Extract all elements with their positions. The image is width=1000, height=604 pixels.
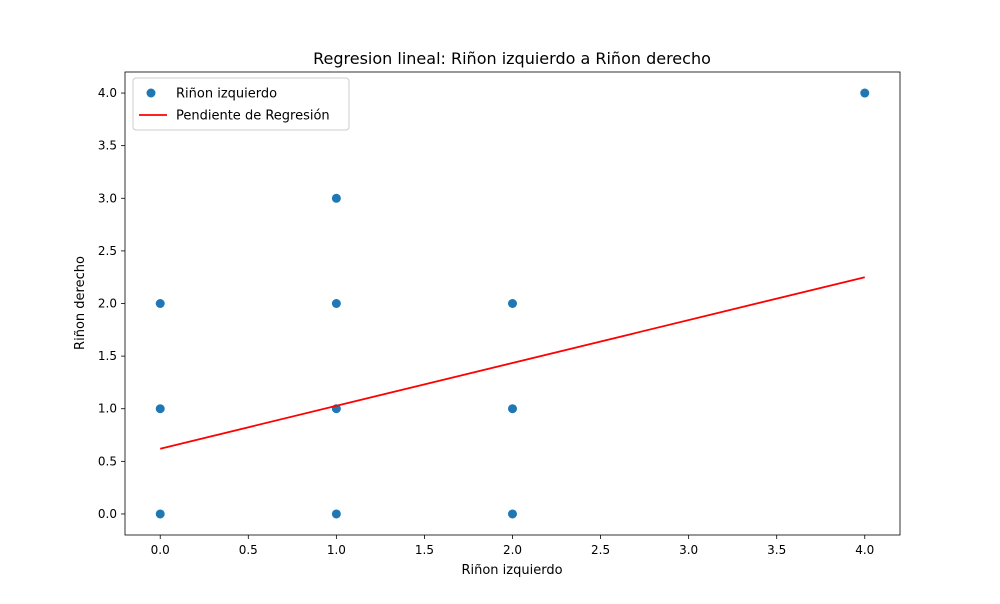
legend-label: Pendiente de Regresión — [176, 109, 330, 124]
scatter-point — [155, 404, 165, 414]
scatter-point — [508, 404, 517, 414]
legend-box — [132, 77, 350, 131]
scatter-point — [155, 299, 165, 308]
plot-area: 0.0 0.5 1.0 1.5 2.0 2.5 3.0 3.5 4.0 0.0 0.5 1.0 1.5 2… — [98, 71, 901, 557]
legend-marker — [146, 88, 156, 98]
y-tick-label: 1.0 — [98, 402, 117, 416]
x-tick-label: 2.0 — [503, 543, 522, 557]
scatter-point — [331, 193, 341, 203]
x-tick-label: 0.5 — [239, 543, 258, 557]
scatter-point — [155, 509, 165, 519]
y-tick-label: 3.0 — [98, 191, 117, 205]
y-axis-label: Riñon derecho — [73, 256, 88, 350]
y-tick-label: 3.5 — [98, 139, 117, 153]
regression-line — [160, 276, 865, 450]
x-tick-label: 1.5 — [415, 543, 434, 557]
y-tick-label: 1.5 — [98, 349, 117, 363]
y-tick-label: 4.0 — [98, 86, 117, 100]
y-tick-label: 0.0 — [98, 507, 117, 521]
x-tick-label: 1.0 — [327, 543, 346, 557]
scatter-point — [331, 509, 341, 519]
scatter-point — [331, 299, 341, 308]
legend-label: Riñon izquierdo — [176, 87, 277, 102]
x-tick-label: 0.0 — [151, 543, 170, 557]
legend: Riñon izquierdo Pendiente de Regresión — [132, 77, 350, 131]
scatter-point — [508, 509, 517, 519]
y-tick-label: 0.5 — [98, 454, 117, 468]
scatter-point — [508, 299, 517, 308]
x-tick-label: 4.0 — [855, 543, 874, 557]
chart-title: Regresion lineal: Riñon izquierdo a Riño… — [313, 49, 711, 68]
y-tick-label: 2.5 — [98, 244, 117, 258]
x-axis-label: Riñon izquierdo — [461, 563, 562, 578]
x-tick-label: 2.5 — [591, 543, 610, 557]
scatter-point — [860, 88, 870, 98]
x-tick-label: 3.0 — [679, 543, 698, 557]
y-tick-label: 2.0 — [98, 297, 117, 311]
x-tick-label: 3.5 — [767, 543, 786, 557]
